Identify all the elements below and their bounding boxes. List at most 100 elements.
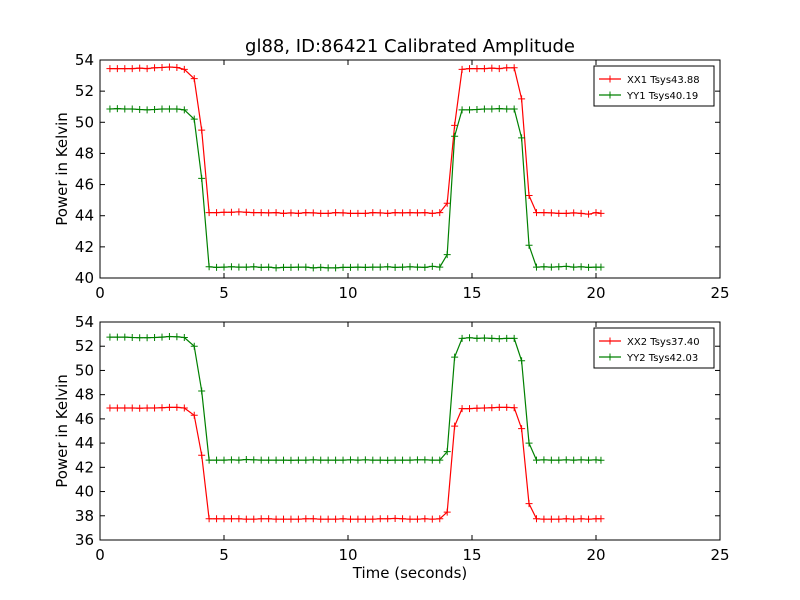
bottom-series-1-point (451, 422, 459, 430)
bottom-series-2-point (577, 456, 585, 464)
top-series-2-point (136, 106, 144, 114)
bottom-series-2-point (190, 342, 198, 350)
bottom-legend-box (593, 327, 715, 369)
bottom-ytick-label: 42 (75, 458, 94, 476)
bottom-series-1-point (540, 515, 548, 523)
top-series-2-point (443, 251, 451, 259)
bottom-ytick-label: 48 (75, 386, 94, 404)
bottom-series-2-point (180, 334, 188, 342)
top-subplot: Power in Kelvin 0 5 10 15 20 25 40 42 44 46 48 50 52… (53, 51, 730, 302)
top-series-1-point (466, 65, 474, 73)
bottom-series-2-point (198, 387, 206, 395)
top-series-2-point (220, 263, 228, 271)
bottom-series-2-point (547, 456, 555, 464)
top-legend-marker-1 (606, 75, 614, 83)
top-series-1-point (339, 209, 347, 217)
top-series-2-point (473, 106, 481, 114)
top-series-2-point (562, 262, 570, 270)
top-series-1-point (272, 209, 280, 217)
bottom-xlabel: Time (seconds) (352, 564, 468, 582)
bottom-series-2-point (532, 456, 540, 464)
bottom-series-2-point (265, 456, 273, 464)
bottom-series-2-point (227, 456, 235, 464)
bottom-series-2-point (391, 456, 399, 464)
bottom-series-1-point (384, 515, 392, 523)
top-legend: XX1 Tsys43.88 YY1 Tsys40.19 (593, 65, 715, 107)
top-series-1-point (413, 209, 421, 217)
top-series-2-point (250, 263, 258, 271)
bottom-series-2-point (555, 456, 563, 464)
top-series-1 (106, 63, 605, 218)
top-series-1-point (128, 65, 136, 73)
top-series-1-point (436, 209, 444, 217)
bottom-series-2-point (346, 456, 354, 464)
top-series-1-point (242, 208, 250, 216)
bottom-series-2-point (272, 456, 280, 464)
bottom-ytick-label: 38 (75, 507, 94, 525)
top-series-2-point (597, 263, 605, 271)
bottom-series-2-point (421, 456, 429, 464)
bottom-series-1-point (369, 515, 377, 523)
top-ytick-label: 40 (75, 269, 94, 287)
bottom-series-1-point (503, 403, 511, 411)
bottom-series-2-point (488, 334, 496, 342)
bottom-series-2-point (280, 456, 288, 464)
top-series-2-point (488, 105, 496, 113)
top-ytick-label: 52 (75, 82, 94, 100)
top-series-1-point (165, 63, 173, 71)
bottom-xtick-label: 5 (219, 546, 229, 564)
bottom-series-1-point (151, 404, 159, 412)
bottom-series-1-point (555, 515, 563, 523)
bottom-series-1-point (346, 515, 354, 523)
top-series-2-point (510, 105, 518, 113)
bottom-series-2-point (106, 333, 114, 341)
bottom-series-1-point (562, 515, 570, 523)
bottom-series-1-point (399, 515, 407, 523)
bottom-xtick-label: 10 (338, 546, 357, 564)
top-legend-label-2: YY1 Tsys40.19 (626, 91, 698, 102)
bottom-series-1-point (128, 404, 136, 412)
bottom-series-1-point (265, 515, 273, 523)
bottom-series-2-point (250, 456, 258, 464)
bottom-series-2-point (361, 456, 369, 464)
bottom-series-2-point (339, 456, 347, 464)
top-series-1-point (173, 63, 181, 71)
bottom-series-1-point (198, 451, 206, 459)
bottom-series-2-point (585, 456, 593, 464)
top-series-1-point (399, 209, 407, 217)
bottom-series-1-point (227, 515, 235, 523)
bottom-ytick-label: 52 (75, 337, 94, 355)
top-series-1-point (592, 209, 600, 217)
bottom-series-1-point (220, 515, 228, 523)
bottom-series-2-point (597, 456, 605, 464)
top-series-1-point (113, 65, 121, 73)
top-legend-box (593, 65, 715, 107)
top-series-1-point (577, 209, 585, 217)
bottom-series-1-point (436, 515, 444, 523)
top-series-2-point (128, 105, 136, 113)
top-series-1-point (205, 209, 213, 217)
top-series-2-point (518, 134, 526, 142)
bottom-series-1-point (480, 404, 488, 412)
bottom-series-2-point (143, 334, 151, 342)
top-series-2-point (227, 263, 235, 271)
bottom-series-2-point (136, 334, 144, 342)
bottom-series-1-point (180, 404, 188, 412)
bottom-series-1-point (518, 425, 526, 433)
top-series-2-point (242, 263, 250, 271)
top-series-1-point (235, 208, 243, 216)
bottom-ytick-label: 40 (75, 483, 94, 501)
bottom-series-1-point (257, 515, 265, 523)
bottom-series-1-point (547, 515, 555, 523)
top-series-1-point (106, 65, 114, 73)
bottom-series-2-point (562, 456, 570, 464)
top-series-1-point (280, 209, 288, 217)
top-series-1-point (488, 64, 496, 72)
bottom-series-1-point (525, 500, 533, 508)
bottom-series-2-point (302, 456, 310, 464)
bottom-series-1-point (294, 515, 302, 523)
top-ytick-label: 46 (75, 176, 94, 194)
bottom-series-2-point (376, 456, 384, 464)
top-series-1-point (555, 209, 563, 217)
bottom-series-1-point (272, 515, 280, 523)
